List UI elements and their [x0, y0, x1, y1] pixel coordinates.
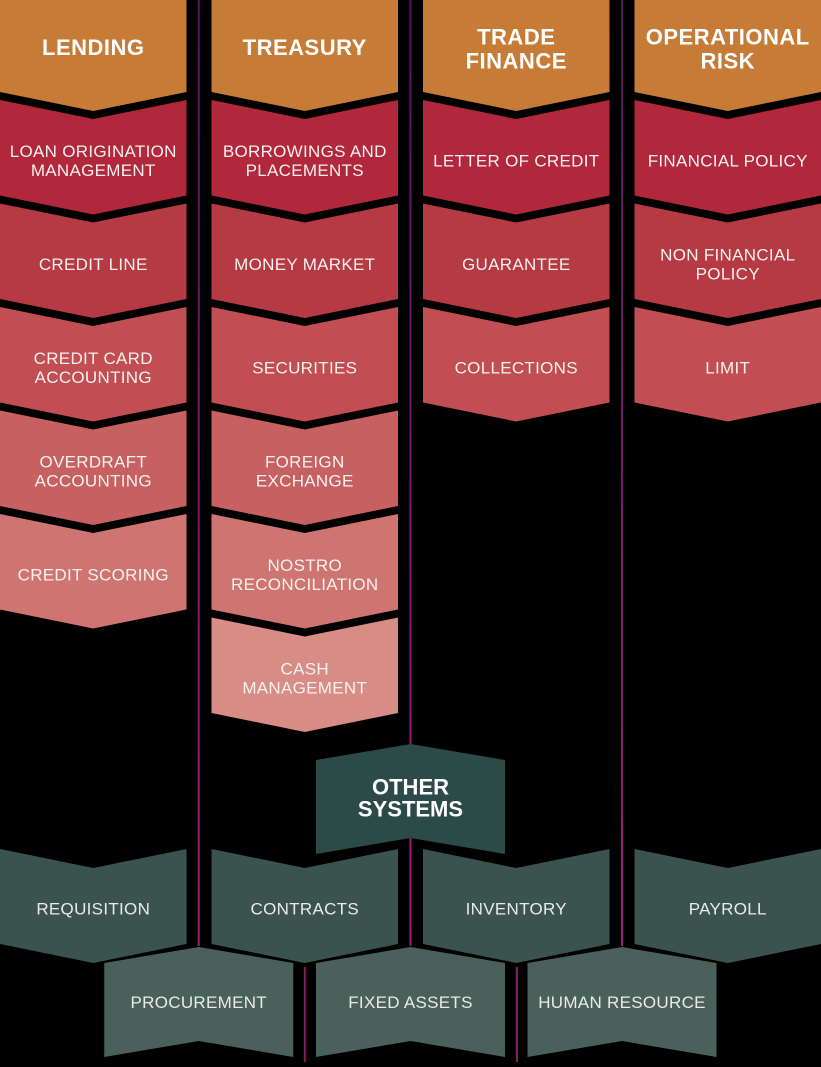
svg-text:FOREIGN: FOREIGN [265, 453, 345, 472]
svg-text:FINANCIAL POLICY: FINANCIAL POLICY [648, 152, 808, 171]
svg-text:CREDIT LINE: CREDIT LINE [39, 255, 148, 274]
svg-text:LOAN ORIGINATION: LOAN ORIGINATION [10, 142, 177, 161]
svg-text:MANAGEMENT: MANAGEMENT [31, 161, 156, 180]
svg-text:CREDIT CARD: CREDIT CARD [34, 349, 153, 368]
svg-text:CASH: CASH [281, 660, 329, 679]
svg-text:FIXED ASSETS: FIXED ASSETS [348, 993, 473, 1012]
svg-text:LETTER OF CREDIT: LETTER OF CREDIT [433, 152, 599, 171]
svg-text:HUMAN RESOURCE: HUMAN RESOURCE [538, 993, 706, 1012]
svg-text:ACCOUNTING: ACCOUNTING [35, 472, 152, 491]
svg-text:TRADE: TRADE [477, 25, 555, 50]
svg-text:PAYROLL: PAYROLL [689, 900, 767, 919]
svg-text:OVERDRAFT: OVERDRAFT [39, 453, 147, 472]
svg-text:NON FINANCIAL: NON FINANCIAL [660, 246, 795, 265]
svg-text:RISK: RISK [700, 49, 755, 74]
svg-text:INVENTORY: INVENTORY [466, 900, 567, 919]
svg-text:CREDIT SCORING: CREDIT SCORING [18, 566, 169, 585]
svg-text:REQUISITION: REQUISITION [36, 900, 150, 919]
svg-text:BORROWINGS AND: BORROWINGS AND [223, 142, 387, 161]
svg-text:OPERATIONAL: OPERATIONAL [646, 25, 810, 50]
svg-text:TREASURY: TREASURY [243, 35, 367, 60]
svg-text:SYSTEMS: SYSTEMS [358, 797, 463, 822]
svg-text:MONEY MARKET: MONEY MARKET [234, 255, 375, 274]
svg-text:POLICY: POLICY [696, 265, 760, 284]
svg-text:COLLECTIONS: COLLECTIONS [455, 359, 578, 378]
svg-text:NOSTRO: NOSTRO [267, 556, 342, 575]
svg-text:LIMIT: LIMIT [705, 359, 750, 378]
svg-text:CONTRACTS: CONTRACTS [251, 900, 359, 919]
svg-text:GUARANTEE: GUARANTEE [462, 255, 571, 274]
svg-text:MANAGEMENT: MANAGEMENT [242, 679, 367, 698]
svg-text:LENDING: LENDING [42, 35, 145, 60]
svg-text:RECONCILIATION: RECONCILIATION [231, 575, 378, 594]
svg-text:PLACEMENTS: PLACEMENTS [246, 161, 364, 180]
svg-text:PROCUREMENT: PROCUREMENT [131, 993, 267, 1012]
svg-text:SECURITIES: SECURITIES [252, 359, 357, 378]
svg-text:FINANCE: FINANCE [466, 49, 567, 74]
svg-text:ACCOUNTING: ACCOUNTING [35, 368, 152, 387]
svg-text:EXCHANGE: EXCHANGE [256, 472, 354, 491]
